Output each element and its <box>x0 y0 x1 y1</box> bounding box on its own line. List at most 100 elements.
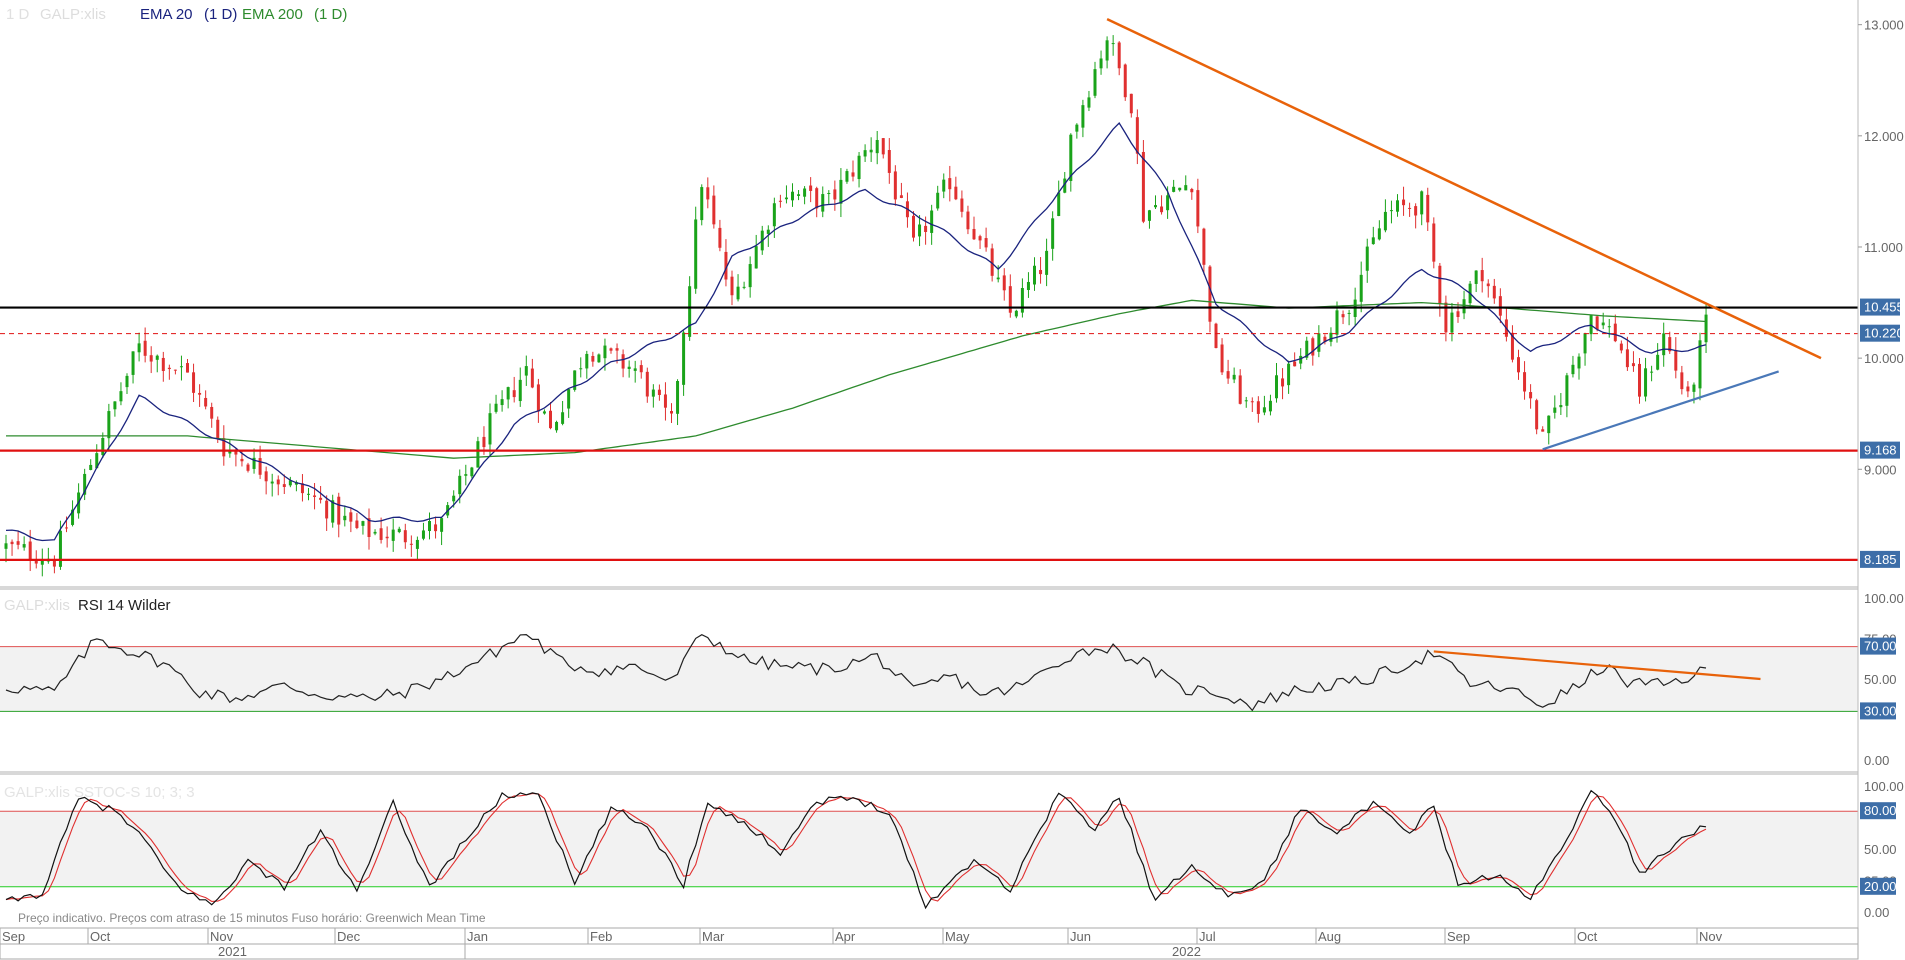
ema200-label[interactable]: EMA 200 <box>242 6 303 23</box>
candle-body <box>887 150 891 173</box>
candle-body <box>1625 349 1629 368</box>
candle-body <box>101 437 105 456</box>
month-label: Nov <box>1699 929 1723 944</box>
stoch-title[interactable]: GALP:xlis SSTOC-S 10; 3; 3 <box>4 784 195 801</box>
candle-body <box>1178 187 1182 191</box>
candle-body <box>1553 407 1557 413</box>
candle-body <box>325 500 329 519</box>
month-label: Oct <box>1577 929 1598 944</box>
stoch-y-tick-label: 100.00 <box>1864 779 1904 794</box>
candle-body <box>766 229 770 234</box>
candle-body <box>1480 270 1484 282</box>
stoch-y-tick-label: 0.00 <box>1864 905 1889 920</box>
candle-body <box>736 286 740 300</box>
candle-body <box>415 539 419 549</box>
candle-body <box>797 194 801 196</box>
candle-body <box>791 191 794 201</box>
footer-note: Preço indicativo. Preços com atraso de 1… <box>18 911 486 925</box>
candle-body <box>875 140 879 154</box>
rsi-trendline[interactable] <box>1433 650 1761 681</box>
stoch-panel <box>0 789 1858 910</box>
candle-body <box>1311 338 1315 356</box>
candle-body <box>246 464 250 471</box>
candle-body <box>1063 178 1067 193</box>
candle-body <box>869 149 873 153</box>
candle-body <box>1214 323 1218 349</box>
candle-body <box>948 178 952 190</box>
level-badge: 9.168 <box>1860 441 1900 459</box>
candle-body <box>603 345 607 359</box>
ema20-label[interactable]: EMA 20 <box>140 6 193 23</box>
candle-body <box>1523 372 1527 392</box>
candle-body <box>1517 357 1520 373</box>
candle-body <box>1341 314 1345 318</box>
candle-body <box>228 450 232 454</box>
candle-body <box>95 453 99 469</box>
timeframe-label: 1 D <box>6 6 30 23</box>
candle-body <box>1147 210 1151 221</box>
candle-body <box>494 403 498 412</box>
candle-body <box>694 219 698 289</box>
candle-body <box>1377 228 1381 240</box>
candle-body <box>149 355 153 362</box>
candle-body <box>918 224 922 237</box>
candle-body <box>748 264 752 288</box>
candle-body <box>1281 378 1285 387</box>
y-tick-label: 12.000 <box>1864 129 1904 144</box>
candle-body <box>1117 42 1121 69</box>
candle-body <box>621 354 625 369</box>
candle-body <box>1444 302 1448 333</box>
candle-body <box>772 203 776 227</box>
candle-body <box>663 394 667 408</box>
candle-body <box>682 332 686 385</box>
candle-body <box>567 389 571 409</box>
candle-body <box>1226 371 1230 379</box>
candle-body <box>839 179 843 204</box>
candle-body <box>542 411 546 414</box>
month-label: Oct <box>90 929 111 944</box>
rsi-level-badge-label: 30.00 <box>1864 703 1897 718</box>
month-label: Jun <box>1070 929 1091 944</box>
candle-body <box>10 541 14 545</box>
month-label: Nov <box>210 929 234 944</box>
candle-body <box>1456 311 1460 317</box>
trendline-blue[interactable] <box>1542 370 1779 451</box>
candle-body <box>996 277 1000 280</box>
candle-body <box>712 195 716 225</box>
price-panel <box>0 17 1858 577</box>
candle-body <box>464 474 468 476</box>
candle-body <box>1099 58 1103 69</box>
candle-body <box>1033 265 1036 285</box>
candle-body <box>924 225 928 232</box>
candle-body <box>379 528 383 540</box>
rsi-y-tick-label: 50.00 <box>1864 672 1897 687</box>
stoch-y-tick-label: 50.00 <box>1864 842 1897 857</box>
candle-body <box>845 171 849 182</box>
stoch-level-badge: 20.00 <box>1860 877 1897 895</box>
candle-body <box>1571 364 1575 375</box>
rsi-y-tick-label: 100.00 <box>1864 591 1904 606</box>
candle-body <box>452 495 456 502</box>
candle-body <box>391 529 395 541</box>
candle-body <box>1347 312 1351 314</box>
month-label: Dec <box>337 929 361 944</box>
month-label: Feb <box>590 929 612 944</box>
candle-body <box>1613 323 1617 342</box>
trendline-orange[interactable] <box>1106 17 1822 360</box>
candle-body <box>1583 333 1587 354</box>
candle-body <box>83 473 87 495</box>
rsi-title[interactable]: RSI 14 Wilder <box>78 597 171 614</box>
candle-body <box>331 500 335 523</box>
candle-body <box>1014 310 1018 317</box>
rsi-level-badge-label: 70.00 <box>1864 639 1897 654</box>
candle-body <box>1486 283 1490 287</box>
candle-body <box>651 389 655 397</box>
candle-body <box>899 195 903 198</box>
candle-body <box>573 370 577 390</box>
level-badge-label: 10.220 <box>1864 326 1904 341</box>
candle-body <box>337 496 341 525</box>
candle-body <box>107 411 111 439</box>
stoch-k-line <box>5 789 1707 910</box>
candle-body <box>863 150 867 157</box>
